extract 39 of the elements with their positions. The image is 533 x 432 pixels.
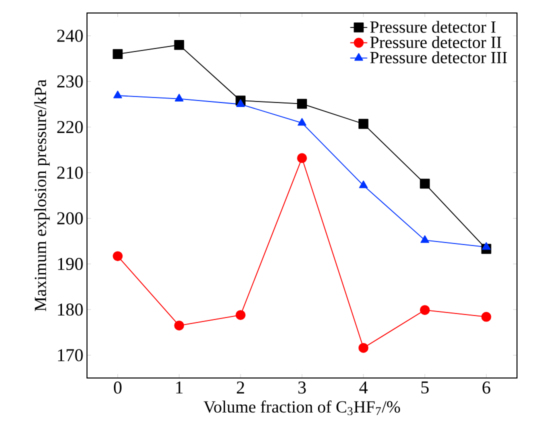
point	[481, 312, 492, 322]
point	[174, 40, 184, 50]
legend-label: Pressure detector II	[370, 36, 502, 48]
point	[298, 118, 306, 126]
point	[297, 153, 307, 164]
point	[174, 320, 184, 330]
y-tick-label: 190	[58, 258, 83, 270]
point	[420, 235, 430, 243]
point	[420, 178, 430, 189]
point	[112, 251, 123, 262]
point	[297, 98, 307, 109]
legend-label: Pressure detector I	[370, 20, 496, 33]
x-tick-label: 1	[176, 382, 183, 394]
point	[112, 49, 123, 60]
point	[482, 242, 491, 250]
point	[358, 342, 368, 353]
y-tick-label: 170	[58, 349, 83, 362]
x-tick-label: 5	[421, 382, 429, 394]
point	[236, 310, 246, 320]
x-tick-label: 6	[482, 382, 490, 394]
point	[113, 90, 122, 98]
x-tick-label: 2	[236, 382, 244, 394]
y-tick-label: 180	[58, 303, 83, 316]
y-tick-label: 220	[57, 120, 83, 134]
point	[174, 94, 184, 102]
point	[236, 99, 245, 107]
y-tick-label: 240	[57, 30, 83, 42]
legend-label: Pressure detector III	[370, 51, 507, 64]
x-tick-label: 3	[298, 382, 306, 394]
x-tick-label: 0	[114, 382, 122, 394]
y-tick-label: 210	[57, 166, 83, 179]
x-tick-label: 4	[359, 382, 368, 394]
y-tick-label: 230	[57, 75, 83, 88]
y-axis-title: Maximum explosion pressure/kPa	[34, 80, 50, 312]
point	[420, 305, 430, 315]
point	[358, 118, 368, 129]
point	[359, 180, 368, 188]
y-tick-label: 200	[57, 212, 83, 224]
x-axis-title: Volume fraction of C$_{3}$HF$_{7}$/%	[204, 400, 400, 416]
